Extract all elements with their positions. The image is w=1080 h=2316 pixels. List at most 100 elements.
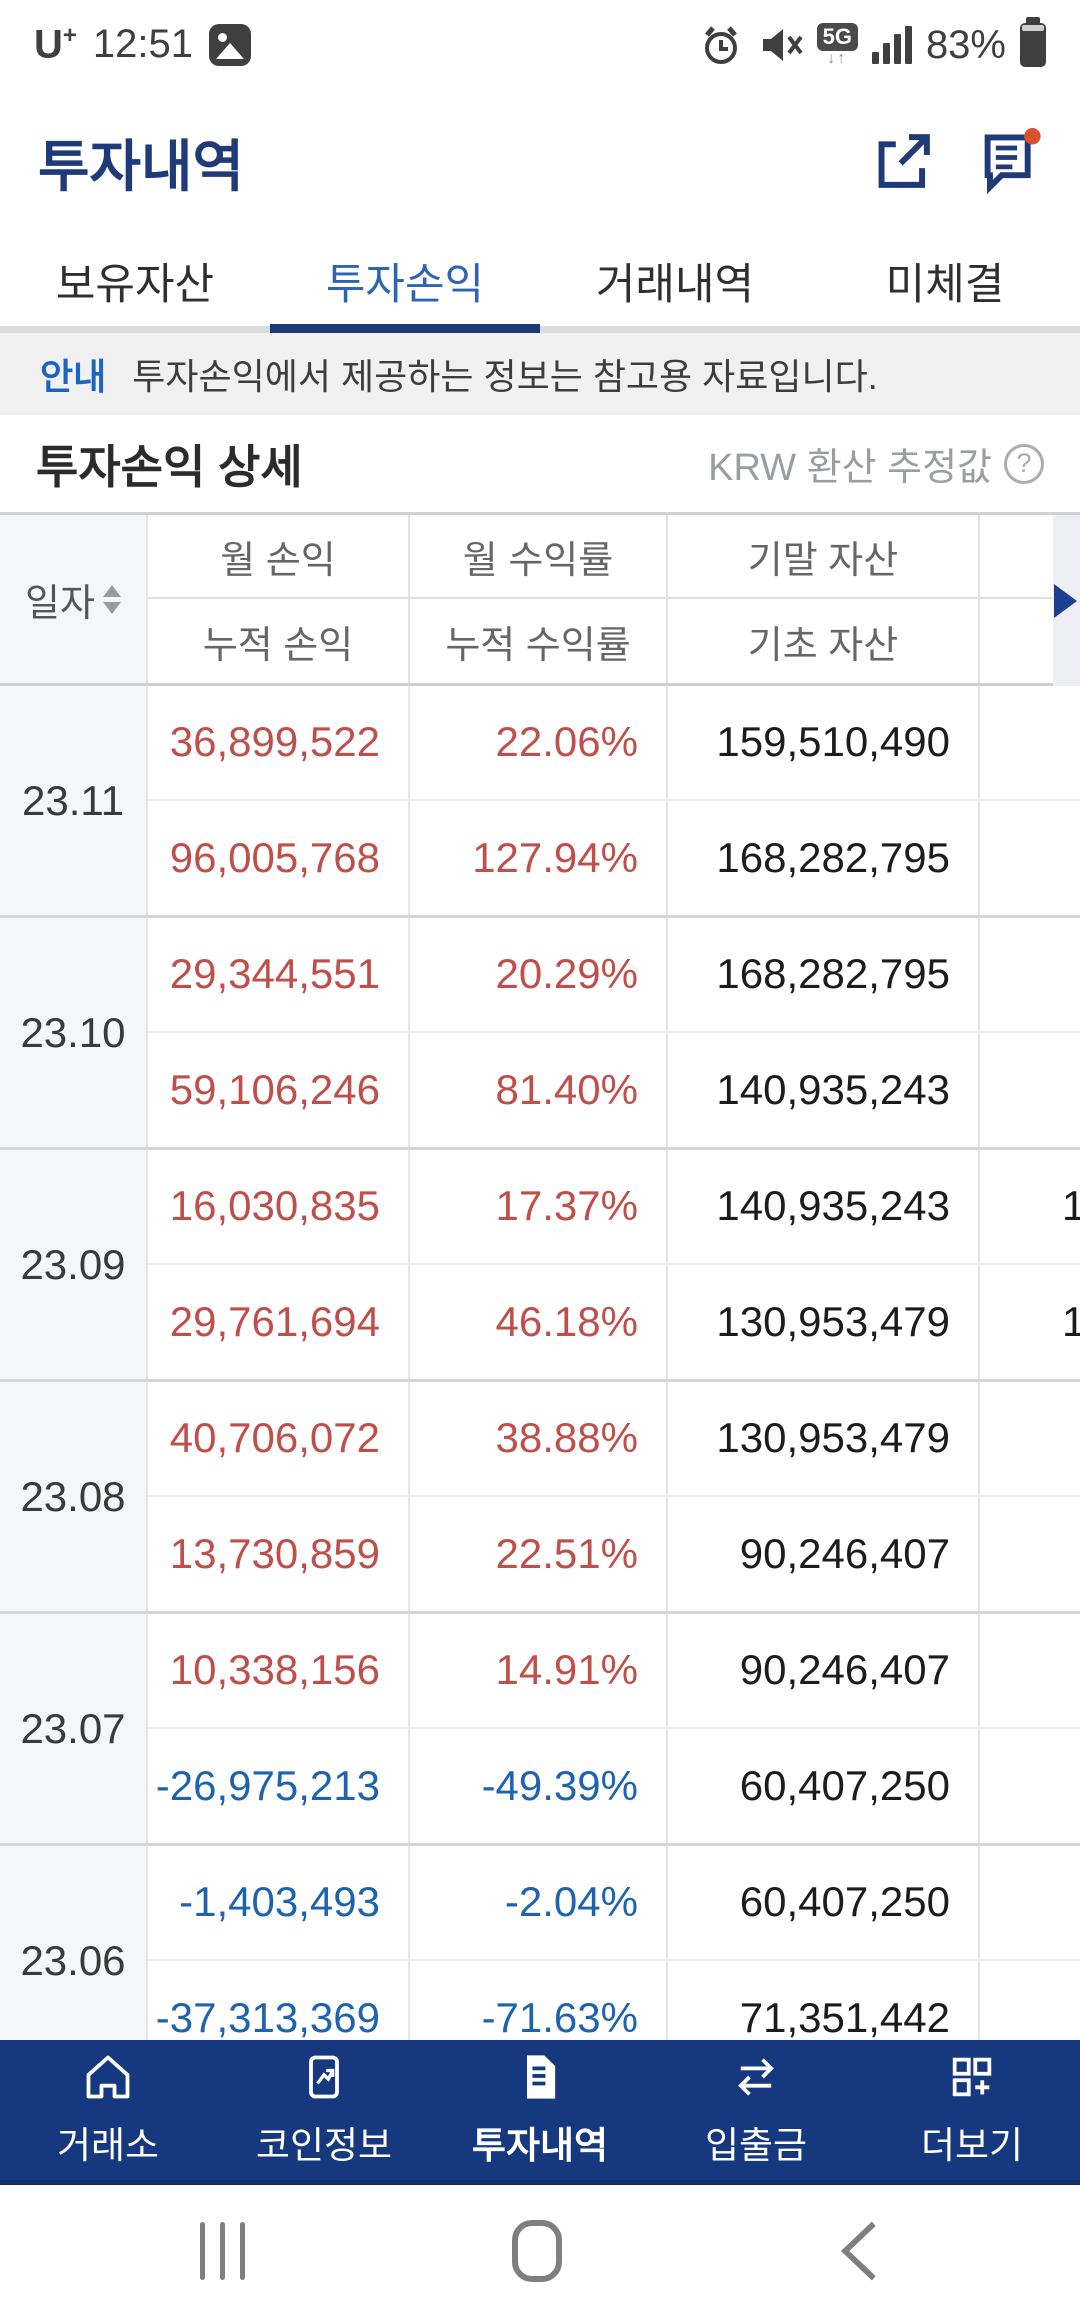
beginning-asset: 130,953,479 xyxy=(668,1264,980,1379)
carrier-label: U+ xyxy=(34,22,77,67)
row-date: 23.08 xyxy=(0,1382,148,1611)
home-button[interactable] xyxy=(512,2219,562,2282)
app-header: 투자내역 xyxy=(0,90,1080,235)
cumulative-pnl: -37,313,369 xyxy=(148,1960,410,2075)
status-bar: U+ 12:51 5G ↓↑ 83% xyxy=(0,0,1080,90)
monthly-pnl: -1,403,493 xyxy=(148,1846,410,1959)
notice-text: 투자손익에서 제공하는 정보는 참고용 자료입니다. xyxy=(132,356,878,397)
beginning-asset: 90,246,407 xyxy=(668,1496,980,1611)
tab-holdings[interactable]: 보유자산 xyxy=(55,260,215,309)
alarm-icon xyxy=(704,26,737,64)
extra-cell xyxy=(980,801,1080,916)
col-header-beginning-asset: 기초 자산 xyxy=(668,599,980,683)
monthly-rate: -2.04% xyxy=(410,1846,668,1959)
monthly-rate: 22.06% xyxy=(410,686,668,799)
monthly-pnl: 16,030,835 xyxy=(148,1150,410,1263)
col-header-ending-asset: 기말 자산 xyxy=(668,515,980,597)
ending-asset: 60,407,250 xyxy=(668,1846,980,1959)
monthly-rate: 38.88% xyxy=(410,1382,668,1495)
row-date: 23.06 xyxy=(0,1846,148,2075)
beginning-asset: 60,407,250 xyxy=(668,1728,980,1843)
cumulative-rate: 81.40% xyxy=(410,1032,668,1147)
battery-percent: 83% xyxy=(925,22,1006,67)
tab-bar: 보유자산 투자손익 거래내역 미체결 xyxy=(0,235,1080,333)
beginning-asset: 71,351,442 xyxy=(668,1960,980,2075)
extra-cell xyxy=(980,1846,1080,1959)
monthly-pnl: 10,338,156 xyxy=(148,1614,410,1727)
android-nav-bar xyxy=(0,2185,1080,2316)
row-date: 23.07 xyxy=(0,1614,148,1843)
network-5g-icon: 5G ↓↑ xyxy=(816,23,858,67)
nav-label: 입출금 xyxy=(704,2125,808,2166)
notice-badge: 안내 xyxy=(40,356,107,397)
tab-profit-loss[interactable]: 투자손익 xyxy=(270,235,540,333)
table-row: 23.11 36,899,522 22.06% 159,510,490 96,0… xyxy=(0,686,1080,918)
nav-item-more[interactable]: 더보기 xyxy=(864,2040,1080,2180)
row-date: 23.09 xyxy=(0,1150,148,1379)
ending-asset: 90,246,407 xyxy=(668,1614,980,1727)
extra-cell xyxy=(980,1614,1080,1727)
monthly-rate: 17.37% xyxy=(410,1150,668,1263)
header-actions xyxy=(872,128,1042,197)
profit-loss-table: 일자 월 손익 월 수익률 기말 자산 누적 손익 누적 수익률 기초 자산 xyxy=(0,512,1080,2078)
bottom-nav: 거래소 코인정보 투자내역 입출금 xyxy=(0,2040,1080,2185)
col-header-cumulative-rate: 누적 수익률 xyxy=(410,599,668,683)
share-button[interactable] xyxy=(872,130,934,195)
table-row: 23.07 10,338,156 14.91% 90,246,407 -26,9… xyxy=(0,1614,1080,1846)
table-row: 23.09 16,030,835 17.37% 140,935,243 1 29… xyxy=(0,1150,1080,1382)
recents-button[interactable] xyxy=(200,2221,245,2280)
column-headers: 월 손익 월 수익률 기말 자산 누적 손익 누적 수익률 기초 자산 xyxy=(148,515,1080,683)
cumulative-pnl: 59,106,246 xyxy=(148,1032,410,1147)
section-header: 투자손익 상세 KRW 환산 추정값 ? xyxy=(0,415,1080,512)
extra-cell xyxy=(980,1729,1080,1844)
cumulative-rate: 127.94% xyxy=(410,800,668,915)
extra-cell xyxy=(980,1382,1080,1495)
tab-transactions[interactable]: 거래내역 xyxy=(595,260,755,309)
sort-icon xyxy=(102,584,121,614)
notification-dot xyxy=(1024,128,1041,145)
cumulative-pnl: 29,761,694 xyxy=(148,1264,410,1379)
krw-estimate-note: KRW 환산 추정값 ? xyxy=(708,436,1044,491)
nav-item-deposit-withdraw[interactable]: 입출금 xyxy=(648,2040,864,2180)
question-icon[interactable]: ? xyxy=(1004,443,1044,484)
cumulative-rate: -49.39% xyxy=(410,1728,668,1843)
cumulative-rate: 22.51% xyxy=(410,1496,668,1611)
cumulative-pnl: 13,730,859 xyxy=(148,1496,410,1611)
ending-asset: 140,935,243 xyxy=(668,1150,980,1263)
nav-item-exchange[interactable]: 거래소 xyxy=(0,2040,216,2180)
horizontal-scroll-strip[interactable] xyxy=(1053,515,1080,686)
nav-item-investment-history[interactable]: 투자내역 xyxy=(432,2040,648,2180)
scroll-right-icon xyxy=(1054,583,1077,618)
back-button[interactable] xyxy=(836,2218,880,2284)
cumulative-rate: 46.18% xyxy=(410,1264,668,1379)
nav-item-coin-info[interactable]: 코인정보 xyxy=(216,2040,432,2180)
more-grid-icon xyxy=(952,2057,992,2097)
ending-asset: 168,282,795 xyxy=(668,918,980,1031)
status-left: U+ 12:51 xyxy=(34,22,252,67)
extra-cell xyxy=(980,686,1080,799)
notice-bar: 안내 투자손익에서 제공하는 정보는 참고용 자료입니다. xyxy=(0,333,1080,415)
monthly-pnl: 29,344,551 xyxy=(148,918,410,1031)
memo-icon xyxy=(984,128,1041,195)
home-icon xyxy=(86,2055,130,2099)
table-header: 일자 월 손익 월 수익률 기말 자산 누적 손익 누적 수익률 기초 자산 xyxy=(0,515,1080,686)
cumulative-rate: -71.63% xyxy=(410,1960,668,2075)
beginning-asset: 168,282,795 xyxy=(668,800,980,915)
gallery-notification-icon xyxy=(209,23,252,66)
share-icon xyxy=(878,134,930,188)
memo-button[interactable] xyxy=(978,128,1042,197)
date-column-header[interactable]: 일자 xyxy=(0,515,148,683)
krw-note-text: KRW 환산 추정값 xyxy=(708,447,992,489)
extra-cell xyxy=(980,1497,1080,1612)
status-right: 5G ↓↑ 83% xyxy=(699,17,1046,68)
nav-label: 코인정보 xyxy=(255,2125,393,2166)
mute-icon xyxy=(762,29,803,61)
monthly-rate: 14.91% xyxy=(410,1614,668,1727)
battery-icon xyxy=(1020,17,1046,67)
nav-label: 거래소 xyxy=(56,2125,160,2166)
col-header-monthly-pnl: 월 손익 xyxy=(148,515,410,597)
tab-open-orders[interactable]: 미체결 xyxy=(885,260,1005,309)
cumulative-pnl: -26,975,213 xyxy=(148,1728,410,1843)
cumulative-pnl: 96,005,768 xyxy=(148,800,410,915)
col-header-monthly-rate: 월 수익률 xyxy=(410,515,668,597)
